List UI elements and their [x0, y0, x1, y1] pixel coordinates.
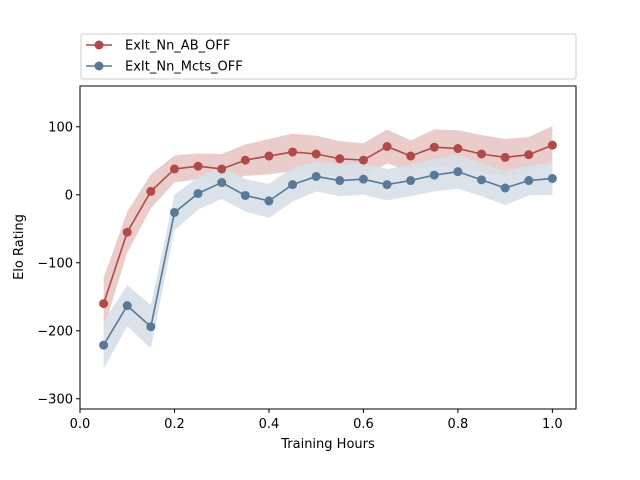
- point-exit-nn-ab-off: [500, 152, 510, 162]
- point-exit-nn-mcts-off: [406, 176, 416, 186]
- point-exit-nn-ab-off: [453, 144, 463, 154]
- point-exit-nn-ab-off: [122, 227, 132, 237]
- point-exit-nn-mcts-off: [524, 176, 534, 186]
- y-tick-label: 100: [48, 120, 73, 135]
- x-tick-label: 0.0: [70, 417, 91, 432]
- point-exit-nn-mcts-off: [311, 171, 321, 181]
- point-exit-nn-mcts-off: [288, 180, 298, 190]
- legend: ExIt_Nn_AB_OFF ExIt_Nn_Mcts_OFF: [80, 33, 577, 80]
- x-axis-label: Training Hours: [280, 437, 375, 452]
- x-tick-label: 0.8: [448, 417, 469, 432]
- point-exit-nn-mcts-off: [169, 207, 179, 217]
- point-exit-nn-mcts-off: [358, 174, 368, 184]
- point-exit-nn-mcts-off: [146, 322, 156, 332]
- y-tick-label: −100: [37, 256, 73, 271]
- legend-marker: [94, 61, 104, 71]
- point-exit-nn-mcts-off: [429, 170, 439, 180]
- point-exit-nn-mcts-off: [382, 180, 392, 190]
- point-exit-nn-ab-off: [311, 149, 321, 159]
- point-exit-nn-mcts-off: [547, 173, 557, 183]
- x-tick-label: 1.0: [542, 417, 563, 432]
- point-exit-nn-ab-off: [477, 149, 487, 159]
- point-exit-nn-ab-off: [429, 142, 439, 152]
- series-points: [99, 140, 557, 350]
- point-exit-nn-ab-off: [240, 155, 250, 165]
- point-exit-nn-ab-off: [217, 164, 227, 174]
- x-tick-label: 0.2: [164, 417, 185, 432]
- line-exit-nn-mcts-off: [102, 170, 553, 346]
- point-exit-nn-mcts-off: [335, 176, 345, 186]
- y-axis-label: Elo Rating: [12, 214, 27, 280]
- y-axis-ticks: −300 −200 −100 0 100: [37, 120, 80, 407]
- point-exit-nn-mcts-off: [264, 196, 274, 206]
- point-exit-nn-mcts-off: [217, 178, 227, 188]
- y-tick-label: −200: [37, 324, 73, 339]
- point-exit-nn-mcts-off: [193, 188, 203, 198]
- point-exit-nn-ab-off: [382, 142, 392, 152]
- point-exit-nn-ab-off: [99, 299, 109, 309]
- point-exit-nn-mcts-off: [122, 301, 132, 311]
- legend-label: ExIt_Nn_Mcts_OFF: [125, 60, 243, 75]
- point-exit-nn-ab-off: [547, 140, 557, 150]
- x-tick-label: 0.6: [353, 417, 374, 432]
- point-exit-nn-mcts-off: [240, 190, 250, 200]
- point-exit-nn-mcts-off: [500, 183, 510, 193]
- confidence-bands: [103, 126, 553, 369]
- point-exit-nn-mcts-off: [453, 167, 463, 177]
- band-exit-nn-mcts-off: [103, 154, 553, 369]
- point-exit-nn-ab-off: [264, 151, 274, 161]
- x-axis-ticks: 0.0 0.2 0.4 0.6 0.8 1.0: [70, 409, 563, 432]
- legend-box: [80, 33, 577, 80]
- point-exit-nn-ab-off: [146, 186, 156, 196]
- legend-marker: [94, 40, 104, 50]
- point-exit-nn-ab-off: [193, 161, 203, 171]
- y-tick-label: 0: [65, 188, 73, 203]
- point-exit-nn-ab-off: [169, 164, 179, 174]
- point-exit-nn-ab-off: [335, 154, 345, 164]
- point-exit-nn-ab-off: [406, 151, 416, 161]
- point-exit-nn-mcts-off: [477, 175, 487, 185]
- plot-frame: [79, 85, 577, 410]
- point-exit-nn-ab-off: [288, 147, 298, 157]
- point-exit-nn-mcts-off: [99, 340, 109, 350]
- y-tick-label: −300: [37, 392, 73, 407]
- x-tick-label: 0.4: [259, 417, 280, 432]
- point-exit-nn-ab-off: [524, 150, 534, 160]
- legend-label: ExIt_Nn_AB_OFF: [125, 39, 230, 54]
- point-exit-nn-ab-off: [358, 155, 368, 165]
